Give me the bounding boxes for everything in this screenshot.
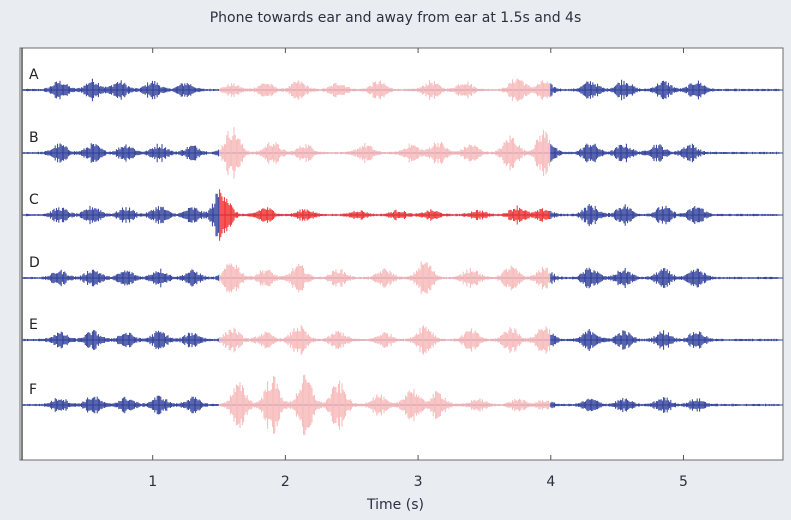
series-a xyxy=(22,78,783,102)
chart-title: Phone towards ear and away from ear at 1… xyxy=(209,10,582,26)
series-c xyxy=(22,189,783,241)
x-axis-label: Time (s) xyxy=(367,497,424,513)
series-waveform-highlight xyxy=(219,127,551,179)
x-tick-label: 4 xyxy=(546,474,555,490)
series-waveform-highlight xyxy=(219,189,551,241)
x-tick-label: 5 xyxy=(679,474,688,490)
series-d xyxy=(22,261,783,295)
series-label: C xyxy=(29,192,39,208)
series-waveform-highlight xyxy=(219,374,551,436)
series-waveform-base xyxy=(23,78,780,102)
series-label: F xyxy=(29,382,37,398)
series-f xyxy=(22,374,783,436)
series-label: A xyxy=(29,67,39,83)
waveforms-group xyxy=(22,78,783,436)
plot-area xyxy=(19,47,784,461)
series-waveform-highlight xyxy=(219,78,551,102)
x-tick-label: 3 xyxy=(414,474,423,490)
series-b xyxy=(22,127,783,179)
series-label: B xyxy=(29,130,39,146)
series-waveform-base xyxy=(23,143,780,163)
series-waveform-base xyxy=(23,329,780,351)
series-label: E xyxy=(29,317,38,333)
series-label: D xyxy=(29,255,40,271)
series-waveform-base xyxy=(23,395,780,415)
series-waveform-highlight xyxy=(219,325,551,355)
x-tick-label: 2 xyxy=(281,474,290,490)
series-waveform-highlight xyxy=(219,261,551,295)
x-tick-label: 1 xyxy=(148,474,157,490)
x-ticks-group: 1 2 3 4 5 xyxy=(148,48,688,490)
series-waveform-base xyxy=(23,193,780,237)
row-labels-group: A B C D E F xyxy=(29,67,40,398)
series-e xyxy=(22,325,783,355)
series-waveform-base xyxy=(23,267,780,289)
